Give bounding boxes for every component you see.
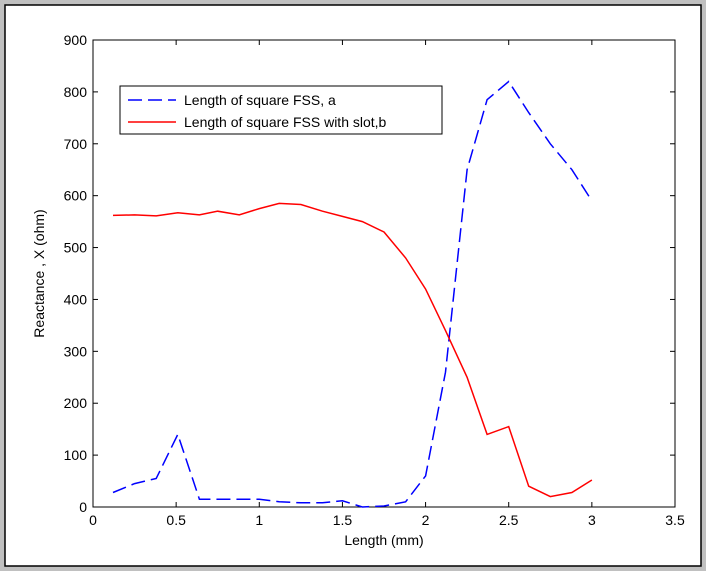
y-tick-label: 300	[64, 343, 88, 359]
x-tick-label: 1	[255, 512, 263, 528]
series-line-b	[112, 202, 593, 498]
y-tick-label: 200	[64, 395, 88, 411]
legend-box	[119, 85, 443, 135]
x-axis-label: Length (mm)	[344, 532, 423, 548]
legend: Length of square FSS, a Length of square…	[119, 85, 443, 135]
y-tick-label: 100	[64, 447, 88, 463]
x-tick-label: 1.5	[333, 512, 353, 528]
y-tick-label: 700	[64, 136, 88, 152]
x-tick-label: 3	[588, 512, 596, 528]
x-tick-label: 0.5	[166, 512, 186, 528]
x-tick-label: 2.5	[499, 512, 519, 528]
x-tick-label: 0	[89, 512, 97, 528]
x-tick-label: 2	[422, 512, 430, 528]
y-tick-label: 800	[64, 84, 88, 100]
legend-label-series-b: Length of square FSS with slot,b	[184, 114, 387, 130]
y-tick-label: 0	[79, 499, 87, 515]
y-tick-label: 600	[64, 188, 88, 204]
y-axis-label: Reactance , X (ohm)	[31, 209, 47, 337]
series-line-a	[112, 80, 593, 508]
y-tick-label: 900	[64, 32, 88, 48]
y-tick-label: 500	[64, 240, 88, 256]
x-tick-label: 3.5	[665, 512, 685, 528]
ticks-layer: 0 0.5 1 1.5 2 2.5 3 3.5 0 100 200 300 400 500 600 700 80…	[64, 32, 685, 528]
series-layer	[112, 80, 593, 508]
legend-label-series-a: Length of square FSS, a	[184, 92, 336, 108]
y-tick-label: 400	[64, 291, 88, 307]
